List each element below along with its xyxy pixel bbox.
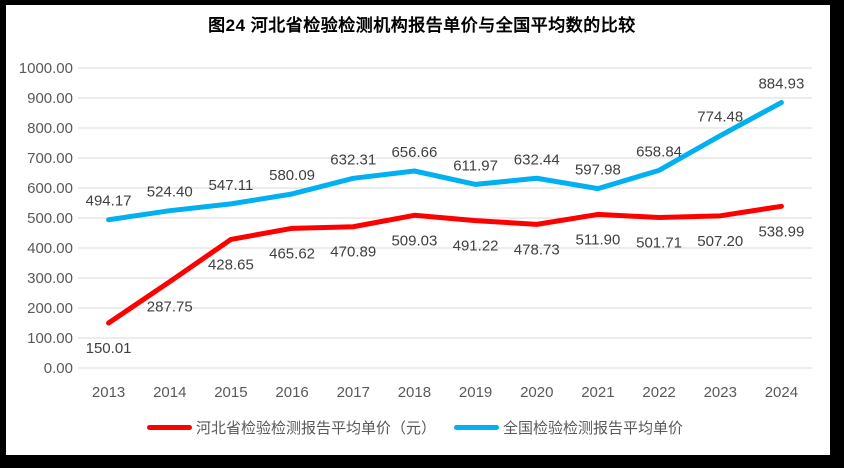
data-label-series-0: 507.20 [697,233,743,250]
y-tick-label: 900.00 [27,90,73,107]
legend-item-national: 全国检验检测报告平均单价 [454,417,683,438]
series-line-1 [106,100,784,223]
legend-label-hebei: 河北省检验检测报告平均单价（元） [195,420,436,437]
data-label-series-1: 597.98 [575,162,621,179]
legend-red-line-swatch [146,425,192,430]
x-tick-label: 2015 [214,384,247,401]
y-tick-label: 700.00 [27,150,73,167]
y-tick-label: 600.00 [27,180,73,197]
legend-item-hebei: 河北省检验检测报告平均单价（元） [146,417,436,438]
data-label-series-1: 774.48 [697,109,743,126]
data-label-series-1: 494.17 [86,193,132,210]
data-label-series-1: 547.11 [209,177,254,194]
data-label-series-1: 524.40 [147,184,193,201]
frame-border-top [0,0,844,5]
x-tick-label: 2018 [398,384,431,401]
data-label-series-1: 658.84 [636,143,682,160]
data-label-series-1: 632.31 [330,151,376,168]
chart-title: 图24 河北省检验检测机构报告单价与全国平均数的比较 [208,16,636,35]
data-label-series-0: 150.01 [86,340,132,357]
y-tick-label: 800.00 [27,120,73,137]
y-tick-label: 400.00 [27,240,73,257]
data-label-series-0: 287.75 [147,299,193,316]
legend-label-national: 全国检验检测报告平均单价 [503,420,684,437]
data-label-series-0: 465.62 [269,245,315,262]
x-tick-label: 2019 [459,384,492,401]
data-label-series-1: 580.09 [269,167,315,184]
x-tick-label: 2016 [275,384,308,401]
frame-border-right [830,0,844,468]
data-label-series-0: 509.03 [391,232,437,249]
x-tick-label: 2014 [153,384,186,401]
x-tick-label: 2023 [704,384,737,401]
x-tick-label: 2024 [765,384,798,401]
data-label-series-0: 491.22 [453,238,499,255]
data-label-series-0: 511.90 [576,231,621,248]
frame-border-bottom [0,455,844,468]
x-tick-label: 2017 [337,384,370,401]
series-line-0 [106,203,784,326]
x-tick-label: 2022 [642,384,675,401]
x-tick-label: 2021 [581,384,614,401]
x-tick-label: 2020 [520,384,553,401]
x-tick-label: 2013 [92,384,125,401]
y-tick-label: 0.00 [44,360,73,377]
data-label-series-0: 501.71 [636,234,682,251]
data-label-series-0: 428.65 [208,256,254,273]
y-tick-label: 300.00 [27,270,73,287]
legend-blue-line-swatch [454,425,499,430]
data-label-series-1: 656.66 [391,144,437,161]
y-tick-label: 100.00 [27,330,73,347]
frame-border-left [0,0,6,468]
data-label-series-1: 611.97 [453,157,498,174]
data-label-series-0: 538.99 [758,223,804,240]
data-label-series-1: 884.93 [758,76,804,93]
data-label-series-0: 470.89 [330,244,376,261]
legend: 河北省检验检测报告平均单价（元） 全国检验检测报告平均单价 [0,417,830,438]
data-label-series-1: 632.44 [514,151,560,168]
data-label-series-0: 478.73 [514,241,560,258]
y-tick-label: 500.00 [27,210,73,227]
y-tick-label: 200.00 [27,300,73,317]
y-tick-label: 1000.00 [19,60,73,77]
